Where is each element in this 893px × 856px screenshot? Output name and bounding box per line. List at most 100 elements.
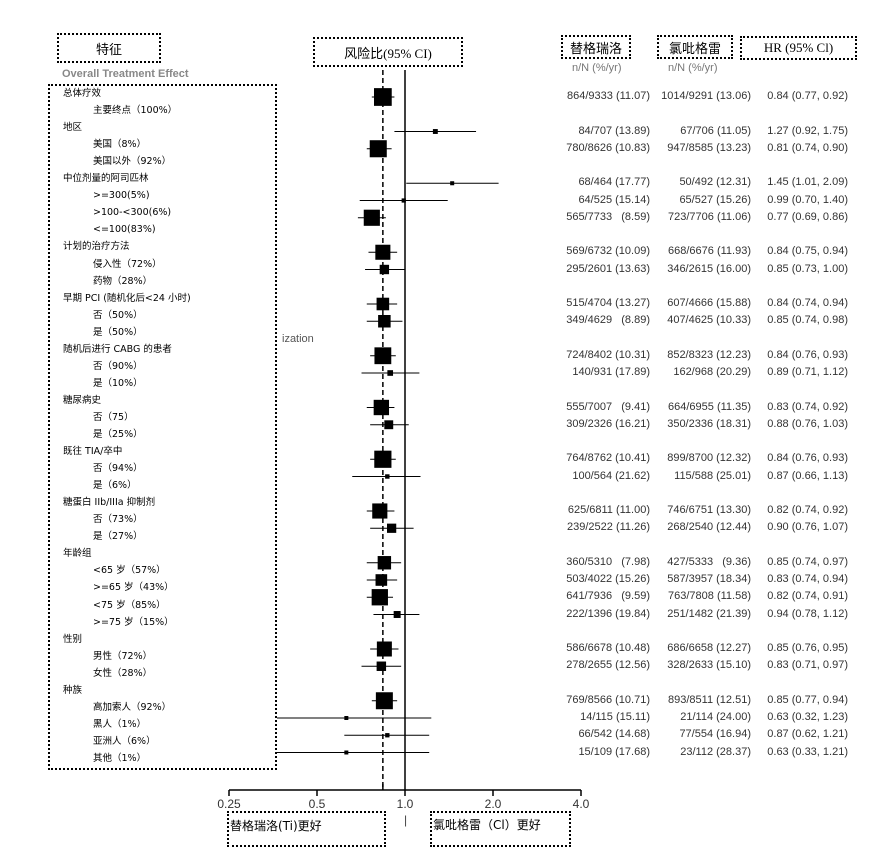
hr-point-box <box>376 297 390 311</box>
cl-value: 1014/9291 (13.06) <box>661 90 751 102</box>
ti-value: 222/1396 (19.84) <box>566 607 650 620</box>
ti-value: 769/8566 (10.71) <box>566 693 650 706</box>
ti-value: 309/2326 (16.21) <box>566 417 650 430</box>
cl-value: 346/2615 (16.00) <box>667 262 751 275</box>
subgroup-label: 否（90%） <box>93 360 143 372</box>
subgroup-label: <75 岁（85%） <box>93 599 166 611</box>
ti-value: 14/115 (15.11) <box>580 711 650 723</box>
ti-value: 68/464 (17.77) <box>578 176 650 189</box>
hr-value: 0.99 (0.70, 1.40) <box>767 193 848 206</box>
subgroup-label: 否（75） <box>93 411 134 423</box>
cl-value: 899/8700 (12.32) <box>667 452 751 465</box>
subgroup-label: <65 岁（57%） <box>93 565 166 577</box>
group-label: 随机后进行 CABG 的患者 <box>63 343 172 355</box>
cl-value: 746/6751 (13.30) <box>667 504 751 516</box>
ti-value: 64/525 (15.14) <box>578 193 650 206</box>
group-label: 早期 PCI (随机化后<24 小时) <box>63 292 191 304</box>
subgroup-label: 黑人（1%） <box>93 718 147 730</box>
hr-point-box <box>386 523 397 533</box>
group-label: 年龄组 <box>63 548 92 560</box>
x-tick-label: 1.0 <box>397 797 414 811</box>
cl-subheader: n/N (%/yr) <box>668 62 718 74</box>
cl-value: 23/112 (28.37) <box>680 745 751 758</box>
group-label: 中位剂量的阿司匹林 <box>63 173 149 185</box>
hr-point-box <box>374 347 392 365</box>
ti-subheader: n/N (%/yr) <box>572 62 622 74</box>
header-hr-ci: HR (95% Cl) <box>740 36 857 60</box>
subgroup-label: 美国以外（92%） <box>93 156 172 168</box>
header-clopidogrel: 氯吡格雷 <box>657 35 733 59</box>
hr-value: 1.27 (0.92, 1.75) <box>767 124 848 137</box>
subgroup-label: 是（6%） <box>93 480 137 492</box>
hr-point-box <box>450 181 455 186</box>
hr-value: 1.45 (1.01, 2.09) <box>767 176 848 189</box>
ti-value: 625/6811 (11.00) <box>567 504 650 516</box>
hr-point-box <box>375 692 393 710</box>
hr-point-box <box>375 244 391 260</box>
hr-point-box <box>385 474 390 479</box>
subgroup-label: 药物（28%） <box>93 275 153 287</box>
hr-point-box <box>387 370 394 376</box>
ti-value: 15/109 (17.68) <box>578 745 650 758</box>
subgroup-label: 否（73%） <box>93 514 143 526</box>
subgroup-label: 是（10%） <box>93 377 143 389</box>
cl-value: 65/527 (15.26) <box>679 193 751 206</box>
subgroup-label: 亚洲人（6%） <box>93 735 156 747</box>
group-label: 既往 TIA/卒中 <box>63 446 123 458</box>
subgroup-label: 否（50%） <box>93 309 143 321</box>
cl-value: 664/6955 (11.35) <box>668 400 751 413</box>
hr-point-box <box>373 399 390 416</box>
hr-value: 0.63 (0.32, 1.23) <box>767 711 848 723</box>
hr-value: 0.88 (0.76, 1.03) <box>767 417 848 430</box>
subgroup-label: <=100(83%) <box>93 224 156 236</box>
group-label: 种族 <box>63 684 83 696</box>
hr-point-box <box>372 503 388 519</box>
hr-value: 0.81 (0.74, 0.90) <box>767 141 848 154</box>
group-label: 糖尿病史 <box>63 394 102 406</box>
ti-value: 66/542 (14.68) <box>578 728 650 741</box>
x-tick-label: 0.5 <box>309 797 326 811</box>
header-hazard-ratio: 风险比(95% CI) <box>313 37 463 67</box>
hr-value: 0.94 (0.78, 1.12) <box>767 607 848 620</box>
hr-value: 0.84 (0.76, 0.93) <box>767 452 848 465</box>
group-label: 糖蛋白 IIb/IIIa 抑制剂 <box>63 497 156 509</box>
hidden-label-fragment: ization <box>282 333 314 345</box>
subgroup-label: 其他（1%） <box>93 752 147 764</box>
hr-point-box <box>369 140 387 158</box>
hr-value: 0.83 (0.74, 0.92) <box>767 400 848 413</box>
hr-point-box <box>375 574 388 586</box>
hr-point-box <box>376 641 392 657</box>
cl-value: 427/5333 (9.36) <box>667 555 751 568</box>
ti-value: 239/2522 (11.26) <box>567 521 650 534</box>
cl-value: 607/4666 (15.88) <box>667 297 751 309</box>
ti-value: 586/6678 (10.48) <box>566 642 650 654</box>
subgroup-label: >=75 岁（15%） <box>93 616 174 628</box>
hr-point-box <box>384 420 394 430</box>
hr-value: 0.89 (0.71, 1.12) <box>767 366 848 378</box>
hr-value: 0.85 (0.74, 0.98) <box>767 314 848 327</box>
hr-point-box <box>377 556 392 570</box>
subgroup-label: 女性（28%） <box>93 667 153 679</box>
group-label: 性别 <box>63 633 83 645</box>
subgroup-label: 高加索人（92%） <box>93 701 172 713</box>
hr-point-box <box>376 661 387 671</box>
ticagrelor-better-label: 替格瑞洛(Ti)更好 <box>227 811 386 847</box>
hr-point-box <box>385 733 390 738</box>
hr-point-box <box>374 450 392 468</box>
hr-point-box <box>344 750 349 755</box>
header-ticagrelor: 替格瑞洛 <box>561 35 631 59</box>
cl-value: 115/588 (25.01) <box>674 469 751 482</box>
hr-value: 0.83 (0.74, 0.94) <box>767 573 848 585</box>
subgroup-label: 是（25%） <box>93 429 143 440</box>
hr-point-box <box>363 209 380 226</box>
hr-value: 0.84 (0.75, 0.94) <box>767 245 848 258</box>
cl-value: 947/8585 (13.23) <box>667 141 751 154</box>
cl-value: 852/8323 (12.23) <box>667 348 751 361</box>
hr-value: 0.90 (0.76, 1.07) <box>767 521 848 534</box>
hr-value: 0.77 (0.69, 0.86) <box>767 210 848 223</box>
hr-value: 0.84 (0.74, 0.94) <box>767 297 848 309</box>
x-tick-label: 4.0 <box>573 797 590 811</box>
cl-value: 268/2540 (12.44) <box>667 521 751 534</box>
cl-value: 587/3957 (18.34) <box>667 573 751 585</box>
